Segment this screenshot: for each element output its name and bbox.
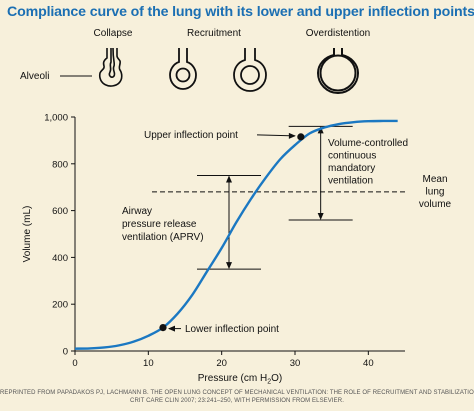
chart-axes: 0 200 400 600 800 1,000 0 10 20 30 40 Volume (mL) Pr… <box>22 113 405 386</box>
credit-line-2: CRIT CARE CLIN 2007; 23:241–250, WITH PE… <box>130 398 344 404</box>
lower-inflection-label: Lower inflection point <box>185 324 279 335</box>
upper-inflection-arrow-line <box>256 134 295 137</box>
alveoli-diagrams: Collapse Recruitment Overdistention Alve… <box>20 28 370 95</box>
aprv-label: Airway <box>122 206 152 217</box>
alveoli-stage-recruitment: Recruitment <box>187 28 241 39</box>
overdistended-alveolus-icon <box>316 48 360 95</box>
y-tick-label: 1,000 <box>44 113 68 124</box>
mean-lung-volume-label: Mean <box>422 174 447 185</box>
x-tick-label: 40 <box>363 358 374 369</box>
aprv-label: pressure release <box>122 219 197 230</box>
page-title: Compliance curve of the lung with its lo… <box>7 4 474 20</box>
x-axis-title: Pressure (cm H2O) <box>198 373 282 386</box>
compliance-curve-line <box>74 119 398 350</box>
y-tick-label: 800 <box>52 159 68 170</box>
recruited-alveolus-icon <box>169 48 197 90</box>
alveoli-row-label: Alveoli <box>20 71 49 82</box>
mean-lung-volume-label: lung <box>426 186 445 197</box>
aprv-label: ventilation (APRV) <box>122 232 204 243</box>
chart-annotations <box>152 125 405 332</box>
upper-inflection-arrow-icon <box>288 132 296 139</box>
y-axis-title: Volume (mL) <box>22 206 33 263</box>
aprv-arrow-down-icon <box>226 262 232 270</box>
aprv-arrow-up-icon <box>226 175 232 183</box>
upper-inflection-label: Upper inflection point <box>144 130 238 141</box>
vcmv-arrow-down-icon <box>317 212 324 220</box>
y-tick-label: 400 <box>52 253 68 264</box>
y-tick-label: 200 <box>52 300 68 311</box>
vcmv-label: Volume-controlled <box>328 138 408 149</box>
alveoli-stage-overdistention: Overdistention <box>306 28 370 39</box>
y-tick-label: 600 <box>52 206 68 217</box>
x-tick-label: 30 <box>290 358 301 369</box>
upper-inflection-point <box>297 133 305 141</box>
lower-inflection-point <box>159 324 167 332</box>
recruited-alveolus-icon <box>233 48 267 92</box>
credit-line: REPRINTED FROM PAPADAKOS PJ, LACHMANN B.… <box>0 389 474 405</box>
vcmv-label: ventilation <box>328 176 373 187</box>
vcmv-label: continuous <box>328 151 376 162</box>
y-tick-label: 0 <box>63 347 68 358</box>
x-tick-label: 0 <box>72 358 77 369</box>
mean-lung-volume-label: volume <box>419 199 452 210</box>
x-tick-label: 10 <box>143 358 154 369</box>
lower-inflection-arrow-icon <box>168 325 175 332</box>
vcmv-label: mandatory <box>328 163 375 174</box>
credit-line-1: REPRINTED FROM PAPADAKOS PJ, LACHMANN B.… <box>0 390 474 396</box>
chart-series <box>74 119 398 350</box>
alveoli-stage-collapse: Collapse <box>94 28 133 39</box>
collapsed-alveolus-icon <box>98 47 123 87</box>
x-tick-label: 20 <box>216 358 227 369</box>
